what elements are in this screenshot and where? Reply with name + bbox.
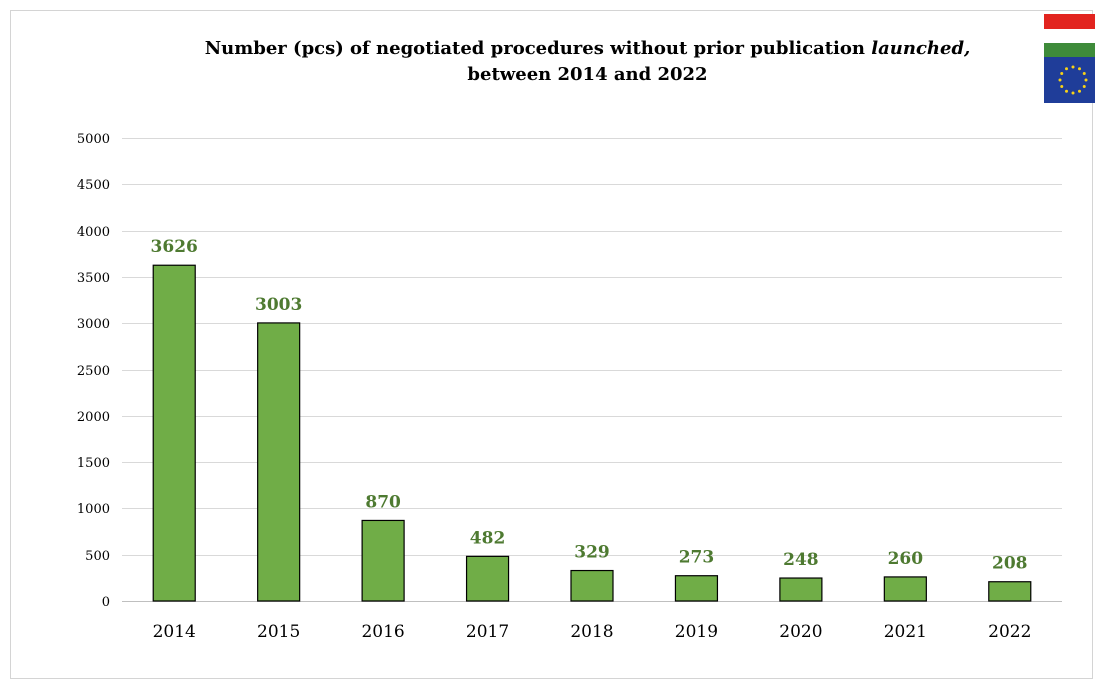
- y-tick-label: 2000: [77, 410, 110, 425]
- y-tick-label: 5000: [77, 132, 110, 147]
- eu-star-icon: [1065, 67, 1068, 71]
- hungary-flag-icon: [1044, 14, 1095, 57]
- eu-star-icon: [1084, 78, 1088, 82]
- x-tick-label: 2017: [466, 622, 509, 642]
- x-tick-label: 2020: [779, 622, 822, 642]
- y-tick-label: 1000: [77, 502, 110, 517]
- x-tick-label: 2015: [257, 622, 300, 642]
- bar-2021: [883, 576, 927, 602]
- data-label-2016: 870: [365, 492, 401, 512]
- bar-2020: [779, 577, 823, 602]
- eu-star-icon: [1065, 89, 1068, 93]
- data-label-2021: 260: [888, 549, 924, 569]
- x-tick-label: 2022: [988, 622, 1031, 642]
- chart-title-line-2: between 2014 and 2022: [467, 64, 708, 85]
- eu-star-icon: [1058, 78, 1062, 82]
- eu-star-icon: [1071, 91, 1075, 95]
- y-tick-label: 1500: [77, 456, 110, 471]
- x-tick-label: 2021: [884, 622, 927, 642]
- y-tick-label: 4000: [77, 225, 110, 240]
- x-tick-label: 2019: [675, 622, 718, 642]
- eu-star-icon: [1060, 72, 1064, 75]
- bar-2016: [361, 519, 405, 602]
- chart-title-text: Number (pcs) of negotiated procedures wi…: [204, 38, 872, 59]
- y-tick-label: 2500: [77, 364, 110, 379]
- data-label-2019: 273: [679, 548, 715, 568]
- eu-star-icon: [1082, 72, 1086, 75]
- bar-2017: [465, 555, 510, 602]
- bar-2014: [152, 264, 196, 602]
- x-tick-label: 2014: [153, 622, 196, 642]
- chart-title-line-1: Number (pcs) of negotiated procedures wi…: [0, 36, 1095, 62]
- y-tick-label: 4500: [77, 178, 110, 193]
- y-tick-label: 3000: [77, 317, 110, 332]
- data-label-2014: 3626: [151, 237, 198, 257]
- chart-title-emphasis: launched,: [871, 38, 971, 59]
- data-label-2015: 3003: [255, 295, 302, 315]
- bar-2015: [257, 322, 301, 602]
- data-label-2017: 482: [470, 528, 506, 548]
- y-tick-label: 3500: [77, 271, 110, 286]
- bar-2022: [988, 581, 1032, 602]
- eu-star-icon: [1078, 89, 1081, 93]
- data-label-2018: 329: [574, 543, 610, 563]
- bar-2019: [674, 575, 719, 602]
- y-tick-label: 500: [85, 549, 110, 564]
- eu-star-icon: [1082, 85, 1086, 88]
- x-tick-label: 2018: [570, 622, 613, 642]
- chart-title: Number (pcs) of negotiated procedures wi…: [0, 36, 1095, 88]
- eu-star-icon: [1060, 85, 1064, 88]
- data-label-2022: 208: [992, 554, 1028, 574]
- flags: [1044, 14, 1095, 103]
- data-label-2020: 248: [783, 550, 819, 570]
- x-tick-label: 2016: [361, 622, 404, 642]
- y-tick-label: 0: [102, 595, 110, 610]
- eu-star-icon: [1078, 67, 1081, 71]
- bar-2018: [570, 569, 614, 602]
- eu-flag-icon: [1044, 57, 1095, 103]
- eu-star-icon: [1071, 65, 1075, 69]
